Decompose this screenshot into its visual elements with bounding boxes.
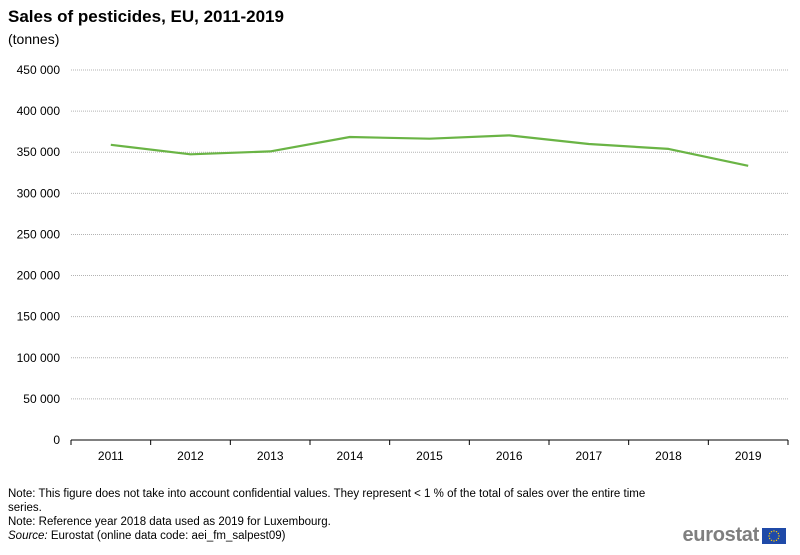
y-tick-label: 50 000 bbox=[23, 392, 60, 406]
y-tick-label: 450 000 bbox=[17, 63, 61, 77]
note-confidential: Note: This figure does not take into acc… bbox=[8, 488, 646, 514]
x-tick-label: 2017 bbox=[575, 449, 602, 463]
source-label: Source: bbox=[8, 530, 48, 542]
flag-star bbox=[770, 530, 773, 532]
flag-star bbox=[768, 537, 771, 539]
x-tick-label: 2016 bbox=[496, 449, 523, 463]
y-tick-label: 350 000 bbox=[17, 145, 61, 159]
flag-star bbox=[770, 539, 773, 541]
flag-star bbox=[768, 532, 771, 534]
x-tick-label: 2014 bbox=[336, 449, 363, 463]
source-line: Source: Eurostat (online data code: aei_… bbox=[8, 529, 668, 543]
gridlines bbox=[71, 69, 788, 400]
chart-unit: (tonnes) bbox=[8, 31, 60, 47]
series-lines bbox=[110, 134, 749, 167]
y-axis-ticks: 0 50 000 100 000 150 000 200 000 250 000 300 0… bbox=[17, 63, 61, 447]
note-luxembourg: Note: Reference year 2018 data used as 2… bbox=[8, 516, 331, 528]
x-tick-label: 2012 bbox=[177, 449, 204, 463]
footnotes: Note: This figure does not take into acc… bbox=[8, 487, 668, 543]
flag-star bbox=[773, 529, 775, 532]
flag-star bbox=[775, 530, 778, 532]
x-tick-label: 2011 bbox=[98, 449, 124, 463]
x-tick-label: 2018 bbox=[655, 449, 682, 463]
y-tick-label: 250 000 bbox=[17, 227, 61, 241]
y-tick-label: 200 000 bbox=[17, 269, 61, 283]
y-tick-label: 150 000 bbox=[17, 310, 61, 324]
x-tick-label: 2013 bbox=[257, 449, 284, 463]
flag-star bbox=[777, 537, 780, 539]
flag-star bbox=[777, 532, 780, 534]
x-tick-label: 2015 bbox=[416, 449, 443, 463]
flag-star bbox=[768, 534, 770, 537]
source-text: Eurostat (online data code: aei_fm_salpe… bbox=[47, 530, 286, 542]
flag-star bbox=[778, 534, 780, 537]
x-tick-label: 2019 bbox=[735, 449, 762, 463]
series-line bbox=[110, 134, 749, 167]
flag-star bbox=[775, 539, 778, 541]
line-chart: 0 50 000 100 000 150 000 200 000 250 000 300 0… bbox=[17, 63, 789, 463]
chart-title: Sales of pesticides, EU, 2011-2019 bbox=[8, 7, 284, 26]
logo-text: eurostat bbox=[682, 524, 759, 546]
eurostat-logo: eurostat bbox=[682, 524, 786, 547]
eu-flag-icon bbox=[762, 527, 786, 544]
flag-star bbox=[773, 539, 775, 542]
y-tick-label: 100 000 bbox=[17, 351, 61, 365]
y-tick-label: 400 000 bbox=[17, 104, 61, 118]
x-axis: 2011 2012 2013 2014 2015 2016 2017 2018 2019 bbox=[70, 439, 789, 463]
y-tick-label: 300 000 bbox=[17, 186, 61, 200]
y-tick-label: 0 bbox=[53, 433, 60, 447]
